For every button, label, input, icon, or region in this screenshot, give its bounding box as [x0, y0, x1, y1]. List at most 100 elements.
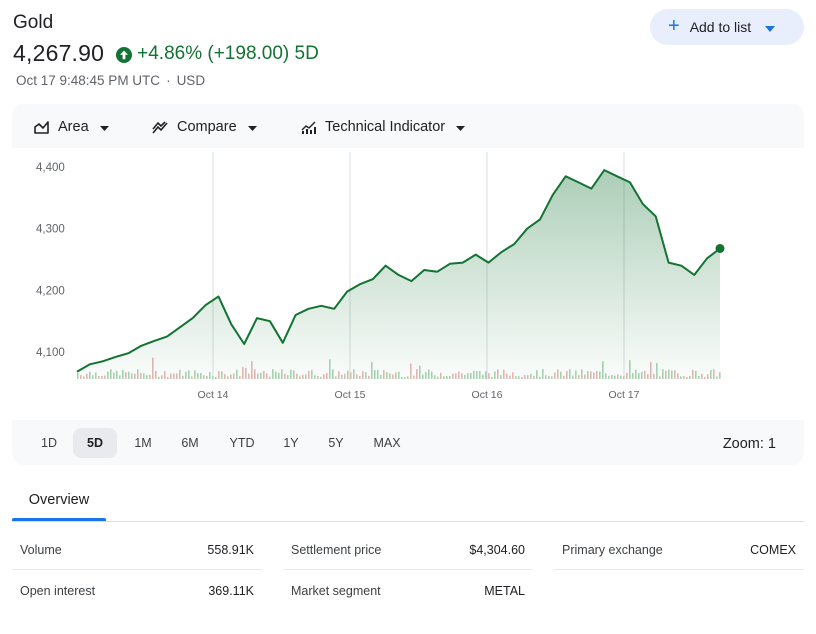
- y-tick-label: 4,100: [36, 347, 65, 359]
- price-point: [115, 356, 117, 358]
- price-point: [269, 320, 271, 322]
- price-point: [436, 271, 438, 273]
- dropdown-arrow-icon: [456, 119, 466, 135]
- stat-value: 369.11K: [208, 584, 254, 598]
- stat-label: Volume: [20, 543, 62, 557]
- chart-type-dropdown[interactable]: Area: [34, 115, 109, 139]
- price-point: [192, 317, 194, 319]
- last-price-marker: [715, 243, 725, 253]
- range-1y[interactable]: 1Y: [283, 436, 299, 450]
- price-point: [462, 262, 464, 264]
- quote-meta: Oct 17 9:48:45 PM UTC · USD: [16, 73, 205, 88]
- chart-card: Area Compare Technical Indicator: [12, 104, 804, 465]
- price-point: [295, 314, 297, 316]
- compare-label: Compare: [177, 119, 237, 135]
- price-point: [552, 194, 554, 196]
- price-point: [179, 326, 181, 328]
- price-change: +4.86% (+198.00) 5D: [137, 42, 319, 64]
- stat-primary-exchange: Primary exchange COMEX: [554, 530, 804, 570]
- x-tick-label: Oct 14: [198, 389, 229, 401]
- stat-label: Open interest: [20, 584, 96, 598]
- price-point: [423, 269, 425, 271]
- price-point: [153, 340, 155, 342]
- price-point: [616, 175, 618, 177]
- stat-value: METAL: [484, 584, 525, 598]
- x-tick-label: Oct 15: [335, 389, 366, 401]
- instrument-title: Gold: [13, 12, 54, 33]
- arrow-up-circle-icon: [116, 46, 133, 63]
- price-point: [256, 317, 258, 319]
- range-5y[interactable]: 5Y: [328, 436, 344, 450]
- price-point: [668, 262, 670, 264]
- area-chart-icon: [34, 120, 49, 134]
- range-6m[interactable]: 6M: [181, 436, 199, 450]
- range-max[interactable]: MAX: [373, 436, 401, 450]
- compare-dropdown[interactable]: Compare: [152, 115, 257, 139]
- price-point: [488, 262, 490, 264]
- price-point: [243, 343, 245, 345]
- stat-settlement-price: Settlement price $4,304.60: [283, 530, 533, 570]
- stat-label: Primary exchange: [562, 543, 663, 557]
- price-point: [398, 274, 400, 276]
- price-point: [500, 251, 502, 253]
- price-point: [282, 342, 284, 344]
- price-point: [218, 296, 220, 298]
- price-point: [102, 360, 104, 362]
- range-ytd[interactable]: YTD: [229, 436, 255, 450]
- indicator-icon: [301, 121, 316, 134]
- price-point: [140, 345, 142, 347]
- price-point: [603, 169, 605, 171]
- price-point: [359, 283, 361, 285]
- zoom-level: Zoom: 1: [722, 436, 776, 452]
- price-area-fill: [77, 170, 720, 379]
- price-point: [333, 308, 335, 310]
- range-selector: 1D 5D 1M 6M YTD 1Y 5Y MAX Zoom: 1: [12, 426, 804, 460]
- stat-market-segment: Market segment METAL: [283, 571, 533, 611]
- price-point: [230, 323, 232, 325]
- range-1d[interactable]: 1D: [41, 436, 57, 450]
- stat-value: COMEX: [750, 543, 796, 557]
- stat-value: 558.91K: [207, 543, 254, 557]
- price-point: [205, 304, 207, 306]
- chart-toolbar: Area Compare Technical Indicator: [12, 104, 804, 148]
- dropdown-arrow-icon: [99, 119, 109, 135]
- range-1m[interactable]: 1M: [134, 436, 152, 450]
- tab-overview[interactable]: Overview: [28, 491, 90, 508]
- price-point: [578, 181, 580, 183]
- current-price: 4,267.90: [13, 40, 105, 66]
- dropdown-arrow-icon: [247, 119, 257, 135]
- price-point: [89, 363, 91, 365]
- y-tick-label: 4,300: [36, 224, 65, 236]
- price-point: [372, 278, 374, 280]
- price-point: [693, 274, 695, 276]
- stat-label: Settlement price: [291, 543, 382, 557]
- active-tab-indicator: [12, 518, 106, 521]
- compare-icon: [152, 120, 168, 134]
- caret-down-icon: [765, 20, 776, 35]
- price-point: [410, 280, 412, 282]
- price-chart[interactable]: 4,400 4,300 4,200 4,100 Oct 14 Oct 15 Oct 16 O…: [12, 148, 804, 420]
- price-point: [76, 371, 78, 373]
- plus-icon: +: [668, 15, 680, 37]
- price-point: [706, 257, 708, 259]
- x-tick-label: Oct 17: [609, 389, 640, 401]
- price-point: [539, 218, 541, 220]
- price-point: [642, 203, 644, 205]
- price-point: [680, 265, 682, 267]
- price-point: [320, 305, 322, 307]
- price-point: [346, 291, 348, 293]
- chart-canvas[interactable]: 4,400 4,300 4,200 4,100 Oct 14 Oct 15 Oct 16 O…: [12, 148, 804, 420]
- price-row: 4,267.90 +4.86% (+198.00) 5D: [13, 40, 319, 67]
- y-tick-label: 4,200: [36, 285, 65, 297]
- range-5d[interactable]: 5D: [73, 428, 117, 458]
- price-point: [590, 188, 592, 190]
- technical-indicator-dropdown[interactable]: Technical Indicator: [301, 115, 466, 139]
- tabs-divider: [12, 521, 804, 522]
- technical-indicator-label: Technical Indicator: [325, 119, 446, 135]
- meta-separator: ·: [166, 73, 171, 88]
- price-point: [475, 254, 477, 256]
- price-point: [449, 263, 451, 265]
- quote-timestamp: Oct 17 9:48:45 PM UTC: [16, 73, 161, 88]
- add-to-list-label: Add to list: [689, 19, 752, 35]
- add-to-list-button[interactable]: + Add to list: [650, 9, 804, 45]
